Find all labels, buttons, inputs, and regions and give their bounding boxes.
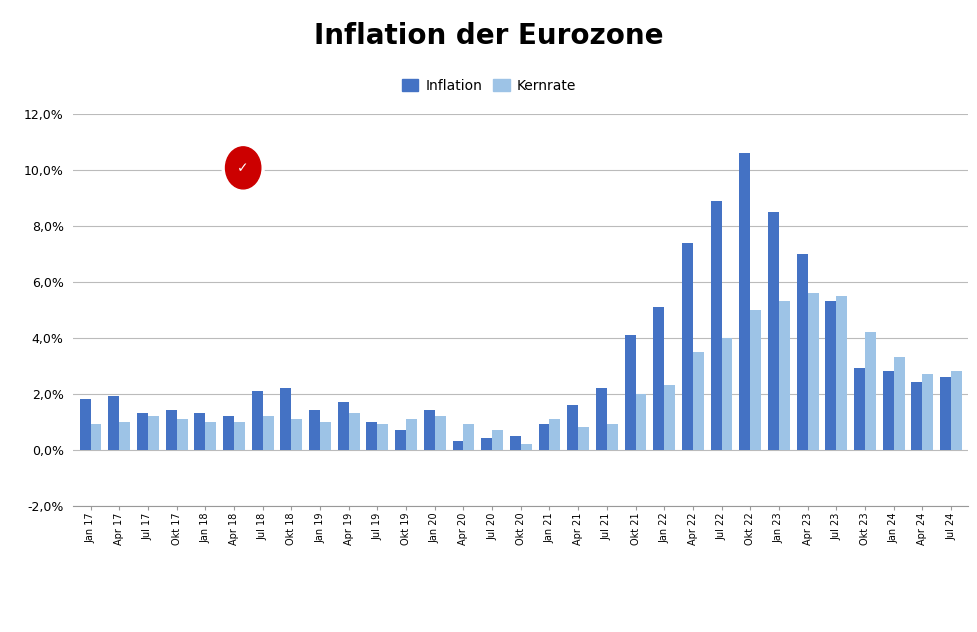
Bar — [119, 422, 130, 449]
Bar — [939, 377, 950, 449]
Text: stockstreet.de: stockstreet.de — [86, 149, 223, 167]
Bar — [435, 416, 446, 449]
Legend: Inflation, Kernrate: Inflation, Kernrate — [396, 73, 581, 99]
Ellipse shape — [222, 143, 264, 193]
Bar — [194, 413, 205, 449]
Bar — [319, 422, 330, 449]
Bar — [796, 253, 807, 449]
Bar — [767, 212, 778, 449]
Bar — [653, 307, 663, 449]
Bar — [538, 425, 549, 449]
Bar — [491, 430, 502, 449]
Bar — [911, 382, 921, 449]
Ellipse shape — [226, 147, 261, 189]
Bar — [825, 301, 835, 449]
Bar — [291, 419, 302, 449]
Bar — [921, 374, 932, 449]
Bar — [807, 293, 818, 449]
Bar — [91, 425, 102, 449]
Text: Inflation der Eurozone: Inflation der Eurozone — [314, 22, 663, 50]
Bar — [337, 402, 349, 449]
Bar — [165, 410, 177, 449]
Bar — [749, 310, 760, 449]
Bar — [481, 439, 491, 449]
Bar — [452, 441, 463, 449]
Bar — [405, 419, 416, 449]
Bar — [177, 419, 188, 449]
Bar — [263, 416, 274, 449]
Bar — [778, 301, 789, 449]
Bar — [710, 200, 721, 449]
Bar — [567, 405, 577, 449]
Bar — [864, 332, 875, 449]
Bar — [223, 416, 234, 449]
Bar — [463, 425, 474, 449]
Bar — [79, 399, 91, 449]
Bar — [606, 425, 617, 449]
Bar — [423, 410, 435, 449]
Bar — [137, 413, 148, 449]
Bar — [595, 388, 606, 449]
Bar — [366, 422, 377, 449]
Bar — [280, 388, 291, 449]
Bar — [395, 430, 405, 449]
Bar — [148, 416, 158, 449]
Bar — [251, 391, 263, 449]
Bar — [205, 422, 216, 449]
Bar — [635, 394, 646, 449]
Bar — [234, 422, 244, 449]
Bar — [309, 410, 319, 449]
Text: ✓: ✓ — [237, 161, 249, 175]
Bar — [853, 368, 864, 449]
Bar — [739, 153, 749, 449]
Bar — [549, 419, 560, 449]
Bar — [835, 296, 846, 449]
Bar — [624, 335, 635, 449]
Bar — [692, 351, 703, 449]
Bar — [681, 243, 692, 449]
Bar — [108, 396, 119, 449]
Bar — [893, 357, 904, 449]
Bar — [520, 444, 531, 449]
Bar — [377, 425, 388, 449]
Bar — [577, 427, 588, 449]
Bar — [882, 371, 893, 449]
Bar — [349, 413, 360, 449]
Bar — [509, 435, 520, 449]
Bar — [950, 371, 961, 449]
Bar — [663, 386, 674, 449]
Text: unabhängig • strategisch • treffsicher: unabhängig • strategisch • treffsicher — [86, 183, 224, 189]
Bar — [721, 337, 732, 449]
